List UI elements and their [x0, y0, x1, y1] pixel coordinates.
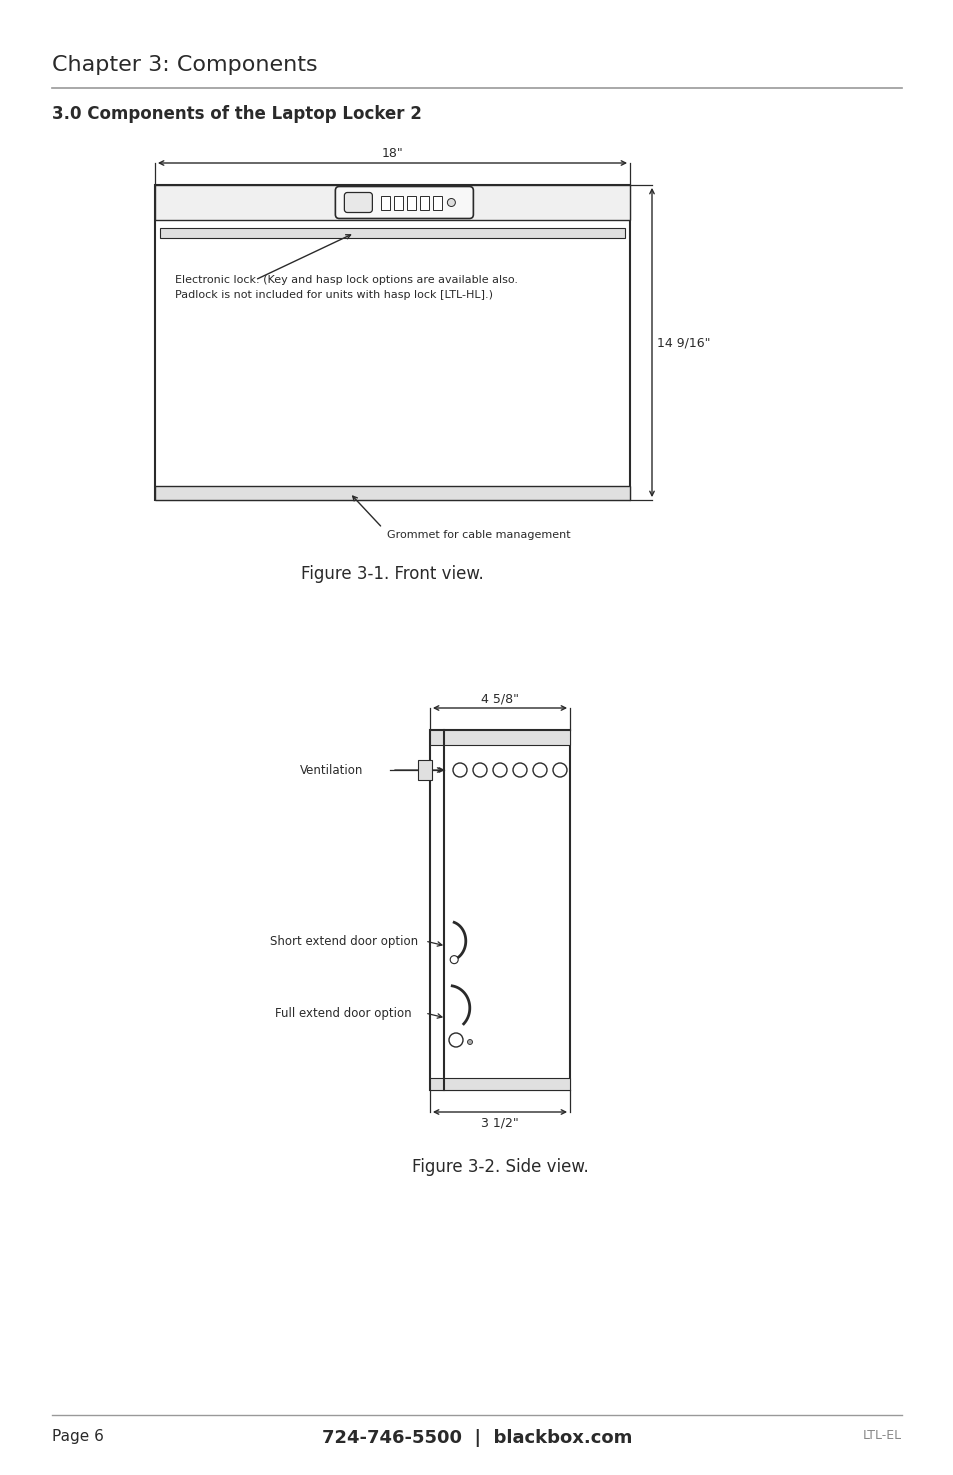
- Circle shape: [449, 1032, 462, 1047]
- Bar: [381, 196, 390, 209]
- Ellipse shape: [553, 763, 566, 777]
- Text: Figure 3-1. Front view.: Figure 3-1. Front view.: [301, 565, 483, 583]
- Text: LTL-EL: LTL-EL: [862, 1429, 901, 1443]
- Text: Electronic lock. (Key and hasp lock options are available also.
Padlock is not i: Electronic lock. (Key and hasp lock opti…: [174, 274, 517, 299]
- Bar: [430, 730, 569, 745]
- Text: Chapter 3: Components: Chapter 3: Components: [52, 55, 317, 75]
- Bar: [394, 196, 403, 209]
- Ellipse shape: [513, 763, 526, 777]
- Text: Short extend door option: Short extend door option: [270, 935, 417, 947]
- Ellipse shape: [533, 763, 546, 777]
- Text: 18": 18": [381, 148, 403, 159]
- Text: 4 5/8": 4 5/8": [480, 692, 518, 705]
- Circle shape: [467, 1040, 472, 1044]
- FancyBboxPatch shape: [335, 186, 473, 218]
- Bar: [430, 1078, 569, 1090]
- Text: Ventilation: Ventilation: [299, 764, 363, 776]
- Circle shape: [450, 956, 457, 963]
- Bar: [420, 196, 429, 209]
- Text: 3 1/2": 3 1/2": [480, 1117, 518, 1128]
- Text: Page 6: Page 6: [52, 1429, 104, 1444]
- Circle shape: [447, 199, 455, 206]
- Bar: [154, 184, 629, 500]
- Bar: [407, 196, 416, 209]
- Text: Figure 3-2. Side view.: Figure 3-2. Side view.: [411, 1158, 588, 1176]
- Ellipse shape: [453, 763, 467, 777]
- FancyBboxPatch shape: [344, 193, 372, 212]
- Bar: [417, 760, 432, 780]
- Text: 724-746-5500  |  blackbox.com: 724-746-5500 | blackbox.com: [321, 1429, 632, 1447]
- Text: Full extend door option: Full extend door option: [274, 1006, 411, 1019]
- Ellipse shape: [493, 763, 506, 777]
- Bar: [154, 184, 629, 220]
- Bar: [430, 730, 569, 1090]
- Ellipse shape: [473, 763, 486, 777]
- Bar: [154, 485, 629, 500]
- Bar: [433, 196, 442, 209]
- Text: 14 9/16": 14 9/16": [657, 336, 710, 350]
- Text: 3.0 Components of the Laptop Locker 2: 3.0 Components of the Laptop Locker 2: [52, 105, 421, 122]
- Text: Grommet for cable management: Grommet for cable management: [387, 530, 571, 540]
- Bar: [160, 229, 624, 237]
